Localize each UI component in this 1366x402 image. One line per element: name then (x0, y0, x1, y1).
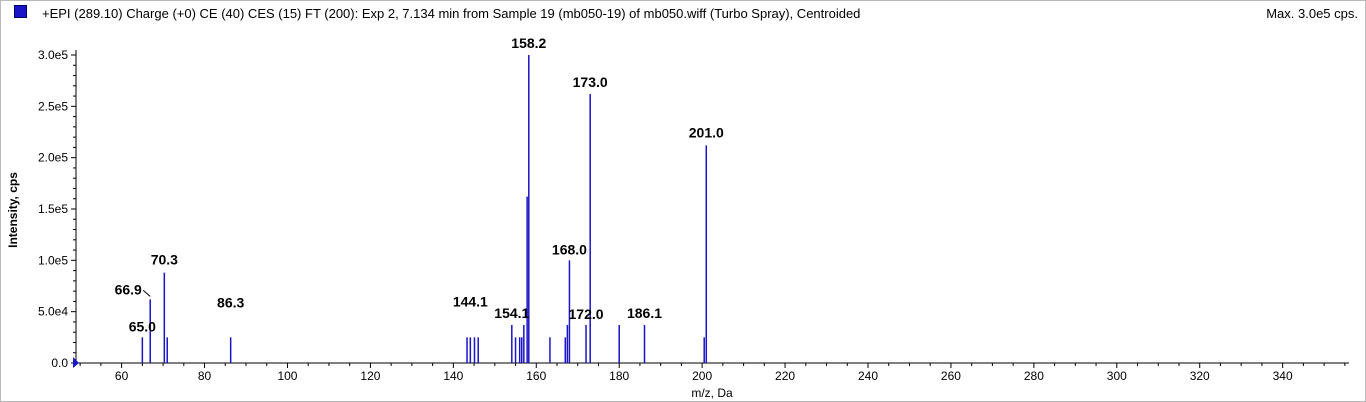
x-tick-label: 100 (277, 369, 297, 383)
peak-bars (141, 55, 708, 363)
chart-header: +EPI (289.10) Charge (+0) CE (40) CES (1… (0, 0, 1366, 26)
y-tick-label: 1.5e5 (38, 202, 68, 216)
x-tick-label: 320 (1190, 369, 1210, 383)
peak-label: 158.2 (511, 35, 546, 51)
y-tick-label: 2.0e5 (38, 151, 68, 165)
x-tick-label: 280 (1024, 369, 1044, 383)
x-tick-label: 220 (775, 369, 795, 383)
series-legend-swatch[interactable] (14, 5, 27, 18)
x-tick-label: 60 (115, 369, 129, 383)
x-tick-label: 300 (1107, 369, 1127, 383)
peak-label: 70.3 (151, 252, 178, 268)
peak-label: 173.0 (573, 74, 608, 90)
y-tick-label: 1.0e5 (38, 253, 68, 267)
x-axis-title: m/z, Da (691, 386, 733, 400)
peak-labels: 65.0 66.9 70.3 86.3 144.1 154.1 158.2 168.0 172.… (115, 35, 724, 334)
peak-label: 144.1 (453, 293, 488, 309)
peak-label: 168.0 (552, 241, 587, 257)
peak-label: 186.1 (627, 305, 662, 321)
y-tick-label: 5.0e4 (38, 305, 68, 319)
peak-label-leader (142, 289, 151, 297)
peak-label: 201.0 (689, 124, 724, 140)
peak-label: 172.0 (569, 306, 604, 322)
max-intensity-label: Max. 3.0e5 cps. (1266, 6, 1358, 21)
peak-label: 66.9 (115, 281, 142, 297)
x-tick-label: 80 (198, 369, 212, 383)
x-tick-label: 160 (526, 369, 546, 383)
x-tick-label: 340 (1273, 369, 1293, 383)
x-tick-label: 180 (609, 369, 629, 383)
spectrum-title: +EPI (289.10) Charge (+0) CE (40) CES (1… (42, 6, 861, 21)
x-tick-label: 200 (692, 369, 712, 383)
peak-label: 154.1 (494, 305, 529, 321)
peak-label: 86.3 (217, 294, 244, 310)
y-tick-label: 0.0 (51, 356, 68, 370)
origin-marker (73, 357, 79, 368)
x-tick-label: 140 (443, 369, 463, 383)
chart-axes: 60 80 100 120 140 160 180 200 220 240 260 280 300 320… (38, 48, 1349, 383)
x-tick-label: 120 (360, 369, 380, 383)
y-tick-label: 3.0e5 (38, 48, 68, 62)
x-tick-label: 240 (858, 369, 878, 383)
y-tick-label: 2.5e5 (38, 99, 68, 113)
y-axis-title: Intensity, cps (6, 172, 20, 248)
x-tick-label: 260 (941, 369, 961, 383)
peak-label: 65.0 (129, 318, 156, 334)
